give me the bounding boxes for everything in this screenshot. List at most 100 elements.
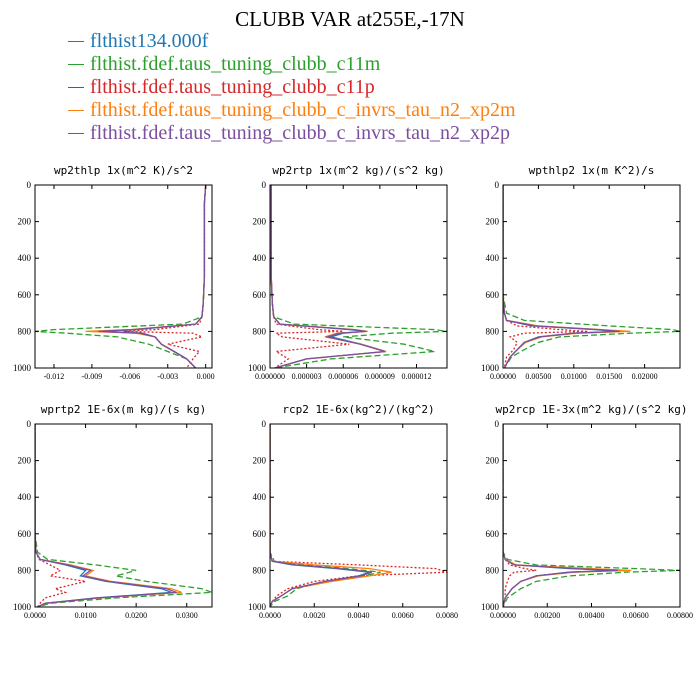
- series-line: [503, 185, 620, 368]
- y-tick-label: 800: [18, 326, 32, 336]
- series-line: [270, 424, 381, 607]
- series-group: [270, 185, 447, 368]
- y-tick-label: 400: [18, 253, 32, 263]
- series-line: [503, 424, 619, 607]
- chart-panel: wpthlp2 1x(m K^2)/s020040060080010000.00…: [481, 164, 681, 381]
- chart-panel: wp2rtp 1x(m^2 kg)/(s^2 kg) 0 200 400 600 800 1…: [248, 164, 448, 381]
- y-tick-label: 0: [262, 180, 267, 190]
- y-tick-label: 0: [27, 419, 32, 429]
- x-tick-label: 0.000012: [401, 372, 431, 381]
- chart-panel: wprtp2 1E-6x(m kg)/(s kg) 0 200 400 600 800 10…: [13, 403, 213, 620]
- x-tick-label: 0.01500: [596, 372, 622, 381]
- series-line: [270, 185, 385, 368]
- x-tick-label: 0.0200: [125, 611, 147, 620]
- y-tick-label: 1000: [248, 602, 267, 612]
- chart-panel: wp2rcp 1E-3x(m^2 kg)/(s^2 kg) 0 200 400 600 8…: [481, 403, 693, 620]
- x-tick-label: 0.02000: [632, 372, 658, 381]
- series-line: [35, 424, 86, 607]
- y-tick-label: 200: [18, 456, 32, 466]
- series-line: [503, 185, 617, 368]
- x-tick-label: 0.000006: [328, 372, 358, 381]
- y-tick-label: 1000: [481, 602, 500, 612]
- legend-swatch: [68, 133, 84, 134]
- legend-item: flthist.fdef.taus_tuning_clubb_c11m: [68, 53, 516, 76]
- y-tick-label: 200: [253, 456, 267, 466]
- chart-title: wprtp2 1E-6x(m kg)/(s kg): [41, 403, 207, 416]
- x-tick-label: 0.00200: [534, 611, 560, 620]
- x-tick-label: 0.0000: [259, 611, 281, 620]
- series-line: [503, 185, 589, 368]
- legend-label: flthist134.000f: [90, 30, 209, 52]
- legend-swatch: [68, 64, 84, 65]
- series-line: [101, 185, 207, 368]
- x-tick-label: 0.0080: [436, 611, 458, 620]
- y-tick-label: 600: [253, 529, 267, 539]
- x-tick-label: 0.01000: [561, 372, 587, 381]
- series-line: [35, 424, 212, 607]
- y-tick-label: 1000: [481, 363, 500, 373]
- series-line: [35, 424, 177, 607]
- y-tick-label: 800: [486, 326, 500, 336]
- legend-label: flthist.fdef.taus_tuning_clubb_c_invrs_t…: [90, 99, 516, 121]
- x-tick-label: -0.009: [82, 372, 103, 381]
- y-tick-label: 1000: [13, 363, 32, 373]
- y-tick-label: 1000: [248, 363, 267, 373]
- chart-panel: wp2thlp 1x(m^2 K)/s^2 0 200 400 600 800 1000 -0…: [13, 164, 215, 381]
- x-tick-label: -0.003: [157, 372, 178, 381]
- plot-frame: [34, 423, 213, 608]
- legend-item: flthist.fdef.taus_tuning_clubb_c11p: [68, 76, 516, 99]
- y-tick-label: 400: [486, 492, 500, 502]
- series-group: [270, 424, 447, 607]
- series-line: [270, 424, 447, 607]
- y-tick-label: 0: [495, 419, 500, 429]
- x-tick-label: 0.000003: [292, 372, 322, 381]
- legend-item: flthist.fdef.taus_tuning_clubb_c_invrs_t…: [68, 99, 516, 122]
- y-tick-label: 200: [18, 217, 32, 227]
- x-tick-label: 0.00600: [623, 611, 649, 620]
- x-tick-label: 0.0060: [392, 611, 414, 620]
- plot-frame: [34, 184, 213, 369]
- y-tick-label: 200: [253, 217, 267, 227]
- series-group: [503, 185, 680, 368]
- x-tick-label: 0.0100: [75, 611, 97, 620]
- y-tick-label: 400: [486, 253, 500, 263]
- series-group: [503, 424, 680, 607]
- x-tick-label: 0.000000: [255, 372, 285, 381]
- x-tick-label: 0.0040: [348, 611, 370, 620]
- legend: flthist134.000f flthist.fdef.taus_tuning…: [68, 30, 516, 145]
- legend-item: flthist.fdef.taus_tuning_clubb_c_invrs_t…: [68, 122, 516, 145]
- chart-title: wp2thlp 1x(m^2 K)/s^2: [54, 164, 193, 177]
- x-tick-label: 0.0000: [24, 611, 46, 620]
- chart-title: rcp2 1E-6x(kg^2)/(kg^2): [282, 403, 434, 416]
- series-line: [270, 424, 373, 607]
- y-tick-label: 400: [18, 492, 32, 502]
- y-tick-label: 600: [253, 290, 267, 300]
- y-tick-label: 1000: [13, 602, 32, 612]
- chart-title: wp2rtp 1x(m^2 kg)/(s^2 kg): [272, 164, 444, 177]
- x-tick-label: 0.000: [197, 372, 215, 381]
- x-tick-label: 0.000009: [365, 372, 395, 381]
- series-line: [503, 424, 680, 607]
- y-tick-label: 800: [486, 565, 500, 575]
- series-line: [503, 424, 614, 607]
- legend-label: flthist.fdef.taus_tuning_clubb_c11p: [90, 76, 375, 98]
- series-line: [503, 424, 632, 607]
- series-line: [35, 424, 182, 607]
- series-line: [123, 185, 207, 368]
- x-tick-label: 0.00500: [525, 372, 551, 381]
- plot-frame: [269, 184, 448, 369]
- plot-frame: [502, 184, 681, 369]
- plot-frame: [269, 423, 448, 608]
- legend-item: flthist134.000f: [68, 30, 516, 53]
- series-line: [98, 185, 207, 368]
- x-tick-label: -0.006: [119, 372, 140, 381]
- series-line: [503, 424, 537, 607]
- x-tick-label: 0.00400: [579, 611, 605, 620]
- chart-panel: rcp2 1E-6x(kg^2)/(kg^2) 0 200 400 600 800 1000…: [248, 403, 458, 620]
- figure-title: CLUBB VAR at255E,-17N: [235, 7, 465, 31]
- y-tick-label: 0: [262, 419, 267, 429]
- series-line: [503, 185, 631, 368]
- y-tick-label: 200: [486, 456, 500, 466]
- chart-title: wp2rcp 1E-3x(m^2 kg)/(s^2 kg): [495, 403, 687, 416]
